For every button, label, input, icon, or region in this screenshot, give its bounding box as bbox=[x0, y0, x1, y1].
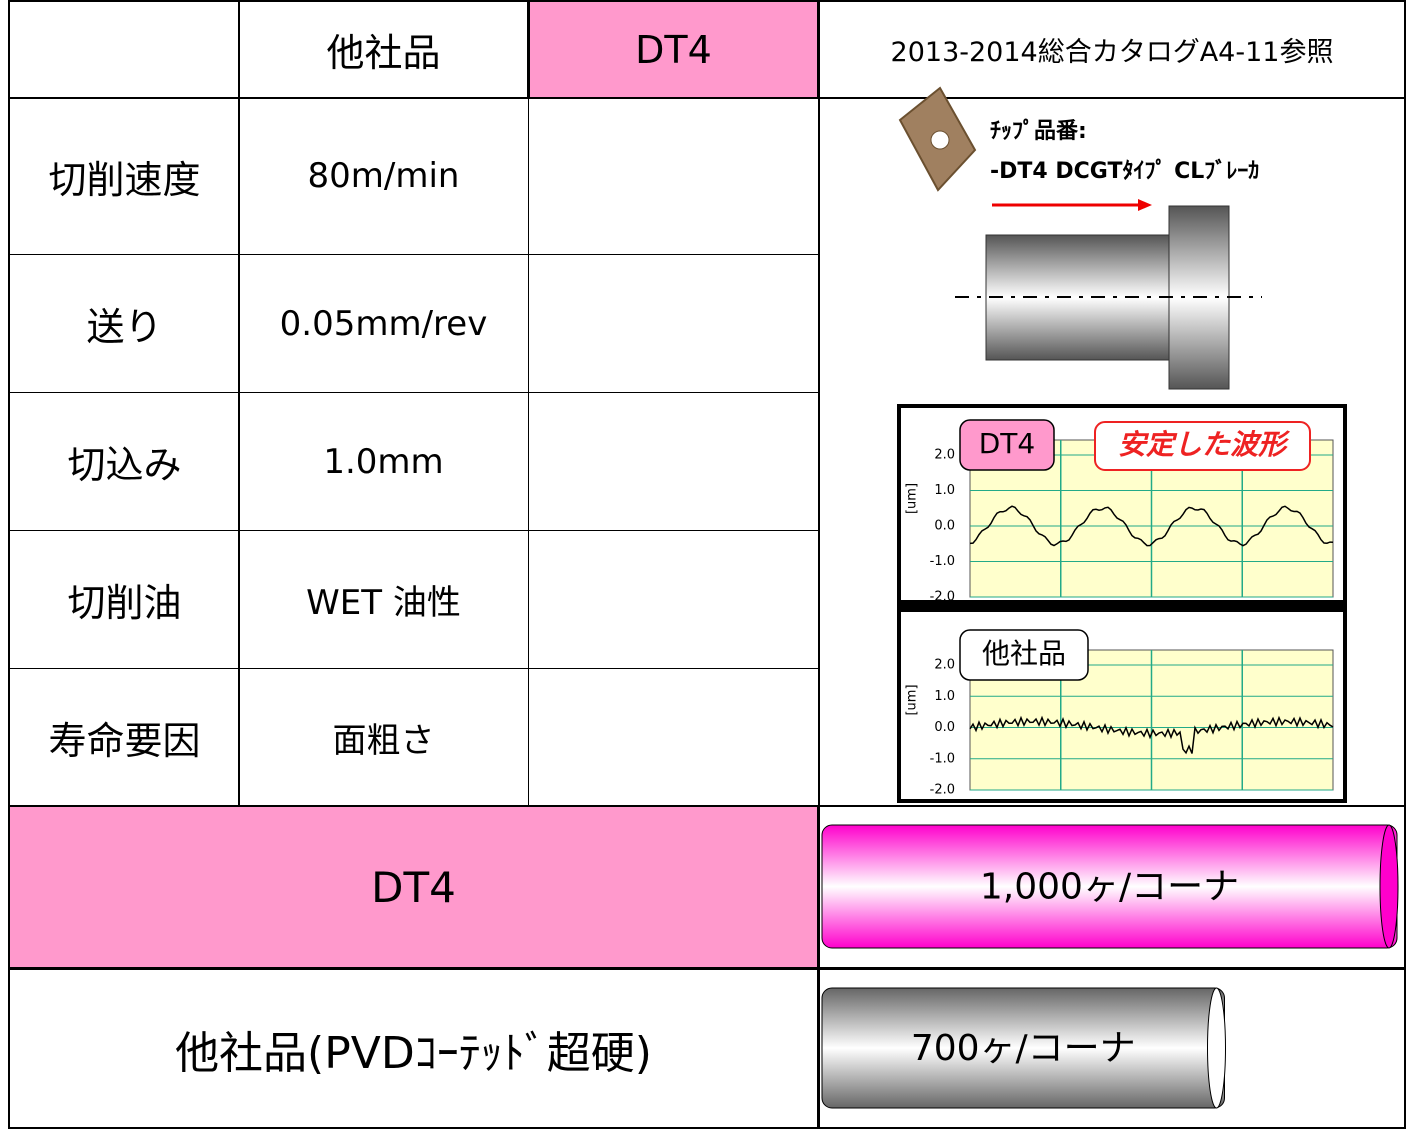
row-value: 1.0mm bbox=[238, 392, 529, 531]
row-value: 80m/min bbox=[238, 97, 529, 255]
result-label: 700ヶ/コーナ bbox=[911, 1028, 1136, 1069]
wave-tag-label: 他社品 bbox=[982, 637, 1066, 670]
result-bar-end bbox=[1379, 824, 1399, 949]
wave-divider bbox=[899, 600, 1345, 612]
wave-tag bbox=[959, 629, 1089, 681]
wave-tick-label: -1.0 bbox=[930, 554, 955, 569]
wave-tick-label: 2.0 bbox=[934, 658, 955, 673]
wave-unit: [um] bbox=[905, 684, 920, 715]
wave-unit: [um] bbox=[905, 483, 920, 514]
result-label: 1,000ヶ/コーナ bbox=[980, 867, 1239, 908]
insert-hole bbox=[930, 130, 950, 150]
feed-arrow-head bbox=[1138, 199, 1152, 211]
wave-tick-label: -1.0 bbox=[930, 751, 955, 766]
insert-label: ﾁｯﾌﾟ品番: bbox=[990, 118, 1087, 144]
wave-line bbox=[969, 715, 1334, 755]
insert-name: -DT4 DCGTﾀｲﾌﾟ CLﾌﾞﾚｰｶ bbox=[990, 158, 1259, 184]
wave-line bbox=[969, 505, 1334, 547]
workpiece-shaft bbox=[985, 234, 1172, 361]
wave-tick-label: 1.0 bbox=[934, 483, 955, 498]
wave-tick-label: -2.0 bbox=[930, 590, 955, 605]
header-cell: 他社品 bbox=[238, 0, 529, 99]
wave-note-label: 安定した波形 bbox=[1118, 428, 1291, 461]
wave-note bbox=[1094, 421, 1311, 471]
wave-tick-label: 2.0 bbox=[934, 448, 955, 463]
result-name: 他社品(PVDｺｰﾃｯﾄﾞ超硬) bbox=[8, 968, 819, 1129]
header-cell: DT4 bbox=[528, 0, 819, 99]
wave-tick-label: 1.0 bbox=[934, 689, 955, 704]
wave-tag bbox=[959, 419, 1055, 471]
wave-tag-label: DT4 bbox=[979, 427, 1035, 460]
wave-tick-label: -2.0 bbox=[930, 783, 955, 798]
result-bar-end bbox=[1207, 987, 1226, 1109]
wave-tick-label: 0.0 bbox=[934, 720, 955, 735]
wave-tick-label: 0.0 bbox=[934, 519, 955, 534]
